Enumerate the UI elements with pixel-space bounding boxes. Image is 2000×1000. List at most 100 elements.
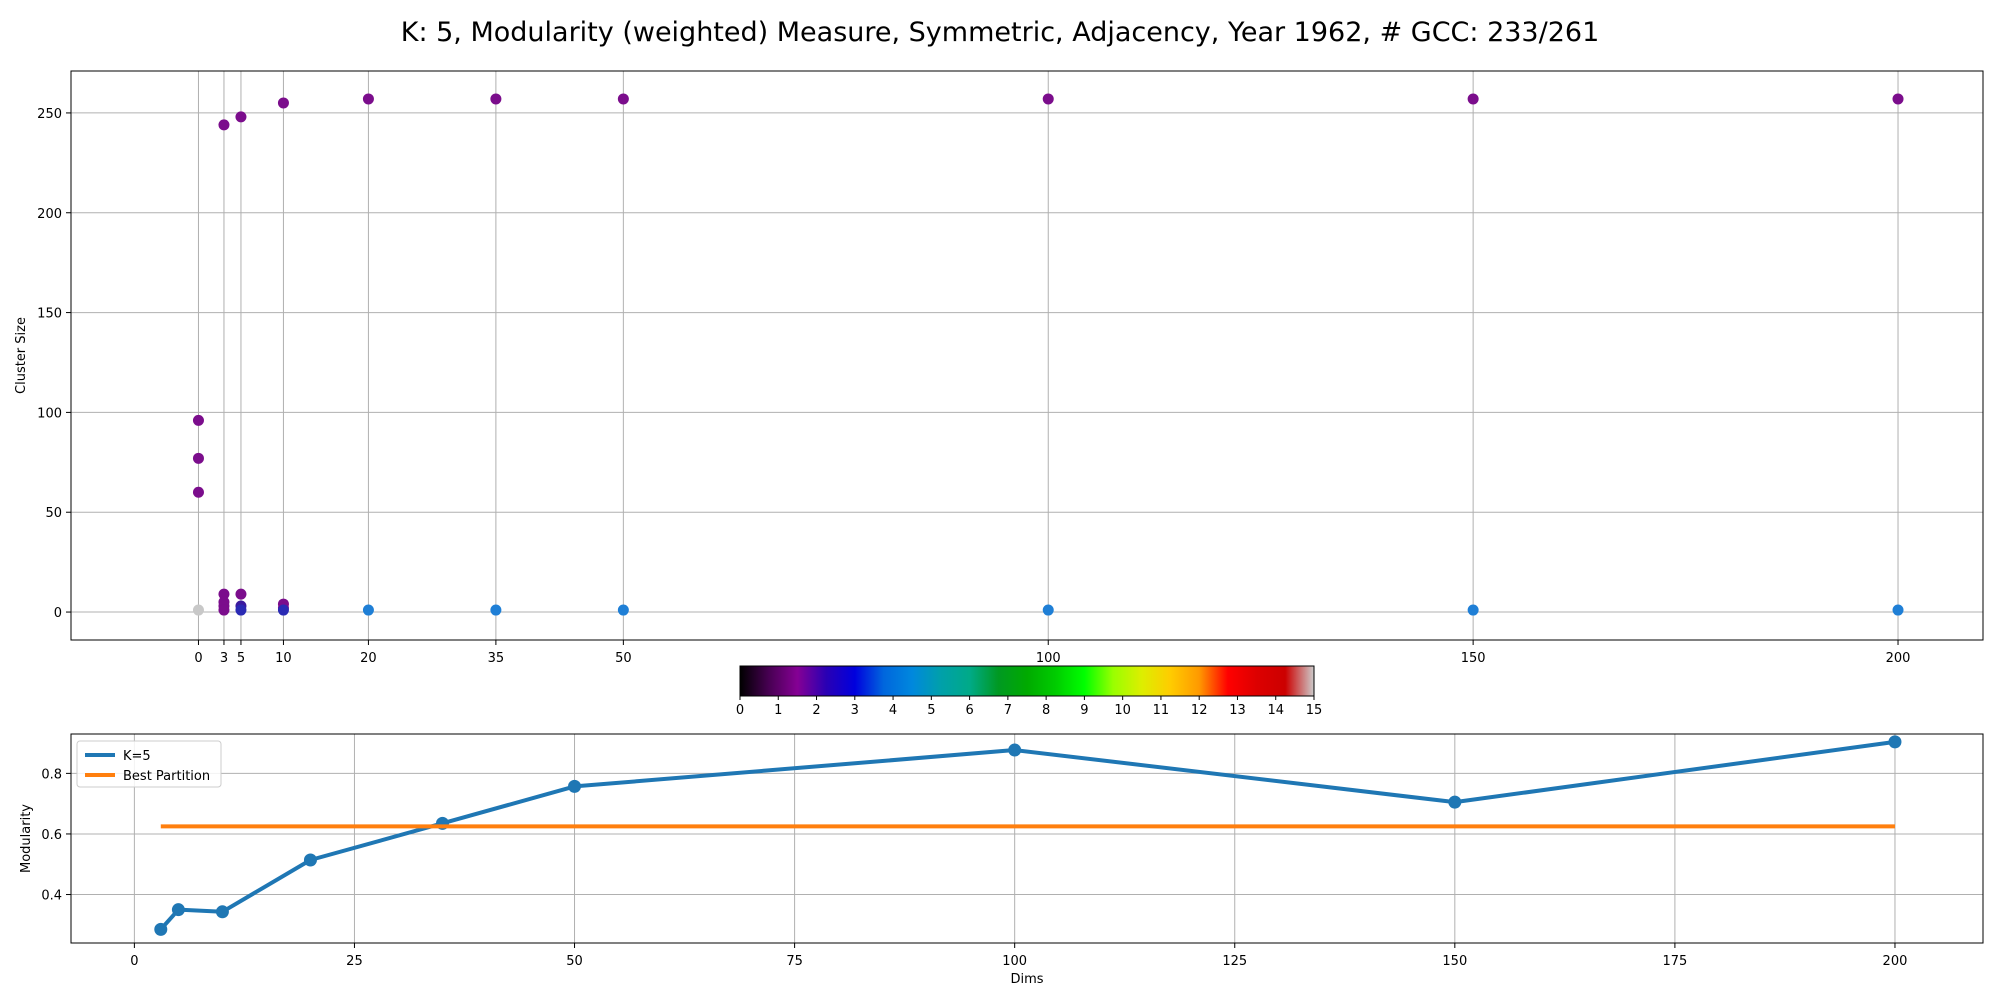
top-scatter-points — [192, 93, 1904, 616]
cluster-point — [1042, 604, 1054, 616]
top-x-tick-label: 0 — [194, 651, 202, 666]
colorbar-ticks: 0 1 2 3 4 5 6 7 8 9 10 11 12 13 14 15 — [736, 696, 1322, 718]
cluster-point — [218, 588, 230, 600]
bottom-x-tick-label: 50 — [566, 954, 583, 969]
bottom-gridlines — [71, 734, 1983, 943]
colorbar-tick-label: 10 — [1114, 703, 1131, 718]
bottom-y-ticks: 0.4 0.6 0.8 — [41, 767, 71, 904]
bottom-y-tick-label: 0.4 — [41, 889, 62, 904]
cluster-point — [1892, 604, 1904, 616]
series-point — [1008, 743, 1022, 757]
cluster-point — [277, 604, 289, 616]
cluster-point — [1467, 93, 1479, 105]
cluster-point — [490, 93, 502, 105]
cluster-point — [218, 119, 230, 131]
colorbar-tick-label: 1 — [774, 703, 782, 718]
top-y-axis-label: Cluster Size — [14, 317, 29, 394]
colorbar-tick-label: 11 — [1153, 703, 1170, 718]
colorbar-tick-label: 5 — [927, 703, 935, 718]
colorbar-tick-label: 8 — [1042, 703, 1050, 718]
series-line-0 — [159, 739, 1896, 931]
bottom-x-tick-label: 25 — [346, 954, 363, 969]
cluster-point — [1467, 604, 1479, 616]
series-point — [568, 779, 582, 793]
bottom-y-axis-label: Modularity — [19, 804, 34, 873]
cluster-point — [1892, 93, 1904, 105]
bottom-x-tick-label: 100 — [1002, 954, 1027, 969]
top-y-ticks: 0 50 100 150 200 250 — [37, 107, 71, 621]
bottom-y-tick-label: 0.8 — [41, 767, 62, 782]
cluster-point — [192, 414, 204, 426]
bottom-x-ticks: 0 25 50 75 100 125 150 175 200 — [130, 943, 1907, 969]
series-point — [171, 903, 185, 917]
cluster-point — [235, 111, 247, 123]
colorbar-tick-label: 14 — [1267, 703, 1284, 718]
cluster-point — [192, 486, 204, 498]
cluster-point — [362, 604, 374, 616]
cluster-point — [235, 588, 247, 600]
bottom-x-tick-label: 125 — [1222, 954, 1247, 969]
cluster-point — [192, 452, 204, 464]
top-y-tick-label: 50 — [45, 506, 62, 521]
top-x-tick-label: 35 — [488, 651, 505, 666]
colorbar-tick-label: 9 — [1080, 703, 1088, 718]
colorbar-gradient — [739, 665, 1315, 697]
colorbar: 0 1 2 3 4 5 6 7 8 9 10 11 12 13 14 15 — [736, 665, 1322, 718]
top-x-ticks: 0 3 5 10 20 35 50 100 150 200 — [194, 640, 1910, 666]
cluster-point — [192, 604, 204, 616]
bottom-x-tick-label: 75 — [786, 954, 803, 969]
legend-label: K=5 — [123, 749, 151, 764]
colorbar-tick-label: 13 — [1229, 703, 1246, 718]
cluster-point — [1042, 93, 1054, 105]
cluster-point — [490, 604, 502, 616]
colorbar-tick-label: 4 — [889, 703, 897, 718]
colorbar-tick-label: 12 — [1191, 703, 1208, 718]
top-axes-frame — [70, 70, 1984, 641]
top-y-tick-label: 250 — [37, 107, 62, 122]
series-point — [215, 905, 229, 919]
colorbar-tick-label: 15 — [1306, 703, 1323, 718]
colorbar-tick-label: 6 — [965, 703, 973, 718]
series-point — [154, 922, 168, 936]
cluster-point — [277, 97, 289, 109]
top-x-tick-label: 3 — [220, 651, 228, 666]
top-x-tick-label: 20 — [360, 651, 377, 666]
modularity-line-panel: 0 25 50 75 100 125 150 175 200 0.4 0.6 0.8 Dims Mo… — [19, 733, 1984, 987]
cluster-point — [235, 604, 247, 616]
bottom-x-tick-label: 200 — [1883, 954, 1908, 969]
colorbar-tick-label: 7 — [1004, 703, 1012, 718]
figure-title: K: 5, Modularity (weighted) Measure, Sym… — [401, 17, 1600, 48]
series-point — [303, 853, 317, 867]
top-y-tick-label: 150 — [37, 307, 62, 322]
top-y-tick-label: 0 — [54, 606, 62, 621]
colorbar-tick-label: 3 — [851, 703, 859, 718]
legend: K=5 Best Partition — [76, 740, 222, 788]
top-x-tick-label: 5 — [237, 651, 245, 666]
top-y-tick-label: 100 — [37, 406, 62, 421]
bottom-x-tick-label: 150 — [1442, 954, 1467, 969]
cluster-point — [617, 93, 629, 105]
top-gridlines — [71, 71, 1983, 640]
colorbar-tick-label: 0 — [736, 703, 744, 718]
legend-label: Best Partition — [123, 769, 210, 784]
cluster-point — [617, 604, 629, 616]
bottom-x-tick-label: 175 — [1662, 954, 1687, 969]
top-x-tick-label: 200 — [1886, 651, 1911, 666]
bottom-series — [154, 735, 1902, 936]
bottom-axes-frame — [70, 733, 1984, 944]
bottom-x-tick-label: 0 — [130, 954, 138, 969]
series-point — [1888, 735, 1902, 749]
top-x-tick-label: 50 — [615, 651, 632, 666]
bottom-y-tick-label: 0.6 — [41, 828, 62, 843]
top-y-tick-label: 200 — [37, 207, 62, 222]
top-x-tick-label: 100 — [1036, 651, 1061, 666]
cluster-point — [218, 604, 230, 616]
top-x-tick-label: 10 — [275, 651, 292, 666]
colorbar-tick-label: 2 — [812, 703, 820, 718]
cluster-point — [362, 93, 374, 105]
cluster-size-scatter-panel: 0 3 5 10 20 35 50 100 150 200 0 50 100 150 200 250 Clu… — [14, 70, 1984, 666]
top-x-tick-label: 150 — [1461, 651, 1486, 666]
bottom-x-axis-label: Dims — [1010, 972, 1043, 987]
series-point — [1448, 795, 1462, 809]
